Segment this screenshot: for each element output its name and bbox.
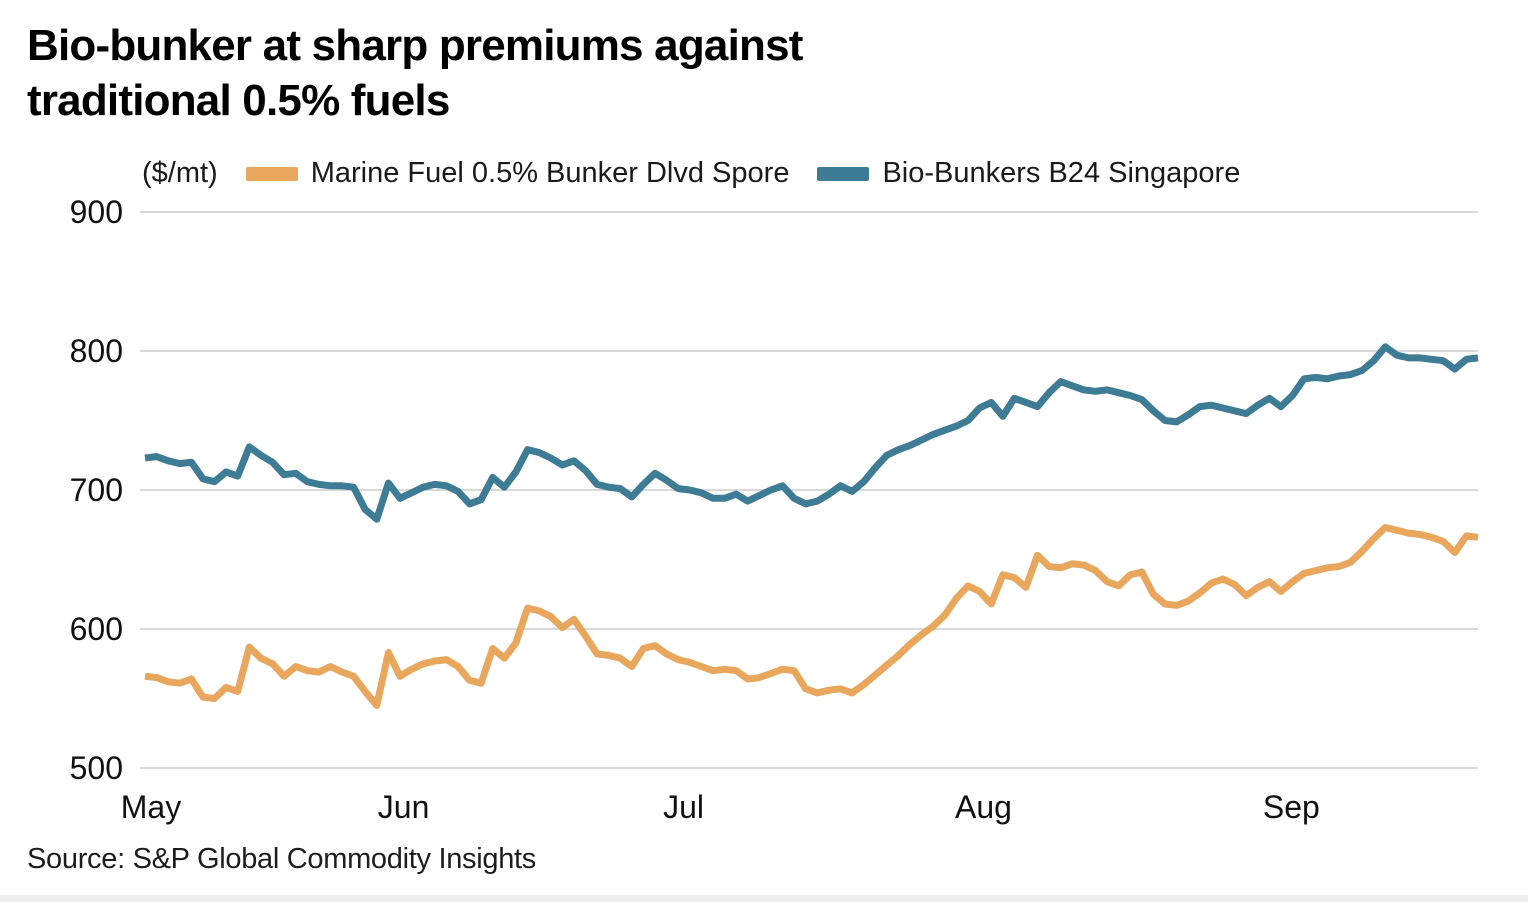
y-tick-label-900: 900 xyxy=(69,194,123,230)
bottom-edge-strip xyxy=(0,895,1528,902)
bio-bunkers-legend-swatch-icon xyxy=(817,166,870,181)
x-tick-label-may: May xyxy=(120,789,182,825)
series-line-bio-bunkers xyxy=(144,343,1479,523)
source-note: Source: S&P Global Commodity Insights xyxy=(27,843,536,875)
y-axis-unit-label: ($/mt) xyxy=(142,157,218,189)
legend-label-bio-bunkers: Bio-Bunkers B24 Singapore xyxy=(882,157,1241,189)
legend-item-bio-bunkers: Bio-Bunkers B24 Singapore xyxy=(817,157,1240,190)
legend-label-marine-fuel: Marine Fuel 0.5% Bunker Dlvd Spore xyxy=(310,157,790,189)
legend: ($/mt) Marine Fuel 0.5% Bunker Dlvd Spor… xyxy=(142,157,1240,190)
y-tick-label-600: 600 xyxy=(69,611,123,647)
series-line-marine-fuel xyxy=(144,524,1479,709)
x-tick-label-jul: Jul xyxy=(663,789,704,825)
x-tick-label-jun: Jun xyxy=(377,789,430,825)
marine-fuel-legend-swatch-icon xyxy=(245,166,298,181)
y-tick-label-800: 800 xyxy=(69,333,123,369)
x-tick-label-sep: Sep xyxy=(1262,789,1320,825)
chart-title: Bio-bunker at sharp premiums against tra… xyxy=(27,21,803,126)
x-tick-label-aug: Aug xyxy=(954,789,1012,825)
y-tick-label-500: 500 xyxy=(69,750,123,786)
y-tick-label-700: 700 xyxy=(69,472,123,508)
legend-item-marine-fuel: Marine Fuel 0.5% Bunker Dlvd Spore xyxy=(245,157,790,190)
